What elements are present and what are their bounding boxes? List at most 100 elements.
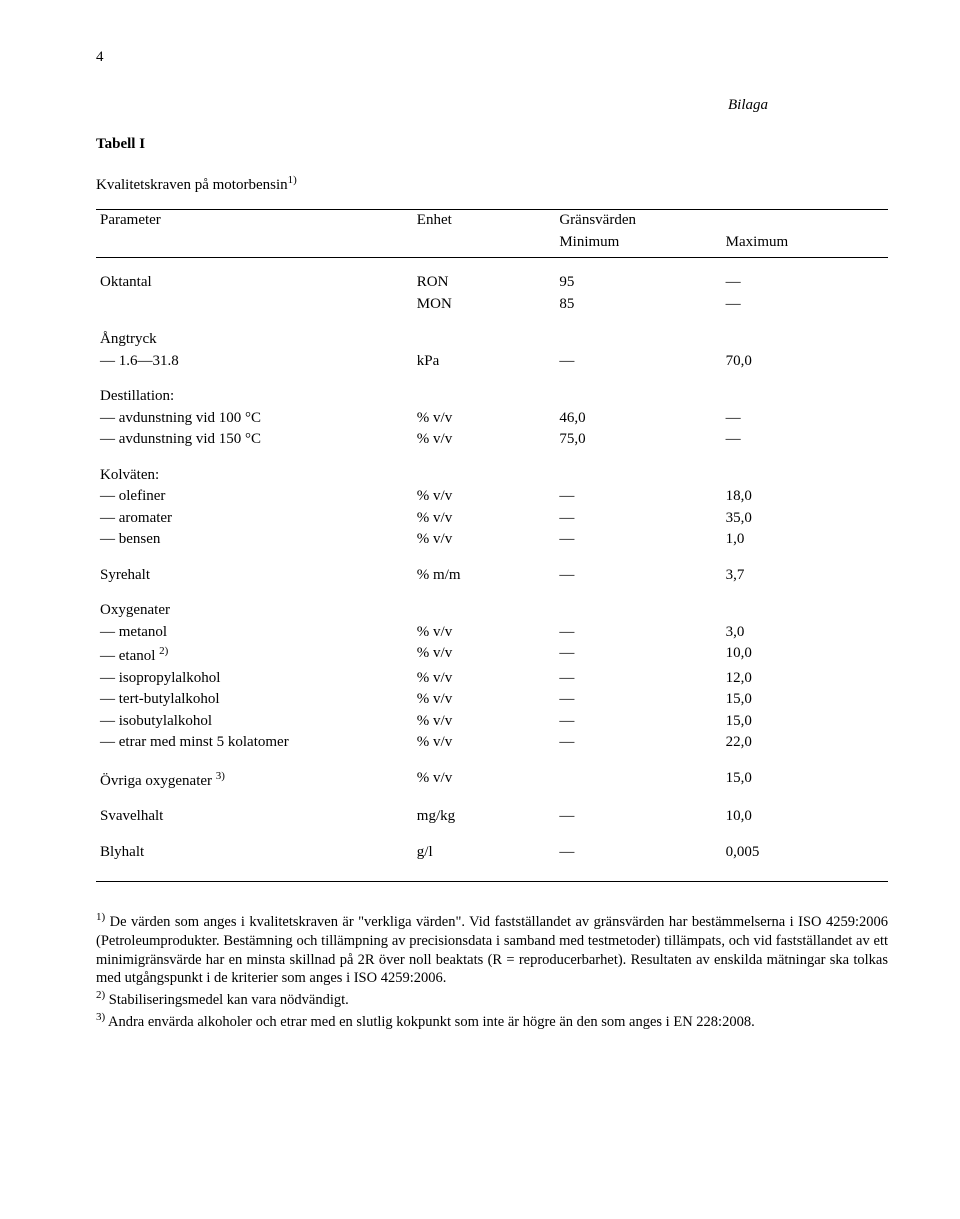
tertbut-max: 15,0 [722,689,888,711]
page-number: 4 [96,48,888,68]
row-angtryck: 1.6—31.8 kPa — 70,0 [96,351,888,373]
ron-min: 95 [555,272,721,294]
row-etrar: etrar med minst 5 kolatomer % v/v — 22,0 [96,732,888,754]
row-isoprop: isopropylalkohol % v/v — 12,0 [96,668,888,690]
footnote-1-text: De värden som anges i kvalitetskraven är… [96,914,888,987]
angtryck-label: Ångtryck [96,329,413,351]
isobut-max: 15,0 [722,711,888,733]
isoprop-label: isopropylalkohol [100,670,220,686]
etanol-label: etanol [119,648,156,664]
bilaga-label: Bilaga [96,96,888,116]
footnote-2-text: Stabiliseringsmedel kan vara nödvändigt. [105,992,349,1008]
header-min: Minimum [555,232,721,254]
ovriga-max: 15,0 [722,768,888,793]
dest150-label: avdunstning vid 150 °C [100,431,261,447]
row-bly: Blyhalt g/l — 0,005 [96,842,888,864]
row-tertbut: tert-butylalkohol % v/v — 15,0 [96,689,888,711]
etanol-min: — [555,643,721,668]
aromater-min: — [555,508,721,530]
oktantal-label: Oktantal [96,272,413,294]
aromater-unit: % v/v [413,508,556,530]
dest100-label: avdunstning vid 100 °C [100,410,261,426]
etrar-min: — [555,732,721,754]
etrar-label: etrar med minst 5 kolatomer [100,734,289,750]
subtitle: Kvalitetskraven på motorbensin1) [96,173,888,196]
footnote-1: 1) De värden som anges i kvalitetskraven… [96,910,888,988]
row-ovriga: Övriga oxygenater 3) % v/v 15,0 [96,768,888,793]
bensen-max: 1,0 [722,529,888,551]
etanol-unit: % v/v [413,643,556,668]
metanol-max: 3,0 [722,622,888,644]
etanol-sup: 2) [159,645,168,657]
angtryck-range: 1.6—31.8 [100,353,179,369]
mon-max: — [722,294,888,316]
quality-table: Parameter Enhet Gränsvärden Minimum Maxi… [96,205,888,882]
row-etanol: — etanol 2) % v/v — 10,0 [96,643,888,668]
row-svavel: Svavelhalt mg/kg — 10,0 [96,806,888,828]
subtitle-sup: 1) [288,174,297,186]
syrehalt-max: 3,7 [722,565,888,587]
bly-unit: g/l [413,842,556,864]
row-olefiner: olefiner % v/v — 18,0 [96,486,888,508]
dest150-unit: % v/v [413,429,556,451]
bly-max: 0,005 [722,842,888,864]
header-row-1: Parameter Enhet Gränsvärden [96,210,888,232]
bensen-label: bensen [100,531,160,547]
row-kolvaten-label: Kolväten: [96,465,888,487]
oxygenater-label: Oxygenater [96,600,413,622]
dest150-max: — [722,429,888,451]
row-dest150: avdunstning vid 150 °C % v/v 75,0 — [96,429,888,451]
footnotes: 1) De värden som anges i kvalitetskraven… [96,910,888,1032]
ron-max: — [722,272,888,294]
header-row-2: Minimum Maximum [96,232,888,254]
destillation-label: Destillation: [96,386,413,408]
row-aromater: aromater % v/v — 35,0 [96,508,888,530]
dest100-unit: % v/v [413,408,556,430]
ovriga-label: Övriga oxygenater [100,773,212,789]
isobut-unit: % v/v [413,711,556,733]
syrehalt-label: Syrehalt [96,565,413,587]
svavel-min: — [555,806,721,828]
olefiner-min: — [555,486,721,508]
footnote-3-sup: 3) [96,1011,105,1023]
svavel-max: 10,0 [722,806,888,828]
etrar-max: 22,0 [722,732,888,754]
row-angtryck-label: Ångtryck [96,329,888,351]
mon-unit: MON [413,294,556,316]
ovriga-unit: % v/v [413,768,556,793]
isoprop-min: — [555,668,721,690]
aromater-max: 35,0 [722,508,888,530]
syrehalt-min: — [555,565,721,587]
metanol-label: metanol [100,624,167,640]
isoprop-unit: % v/v [413,668,556,690]
tertbut-min: — [555,689,721,711]
row-oxygenater-label: Oxygenater [96,600,888,622]
olefiner-label: olefiner [100,488,165,504]
bensen-unit: % v/v [413,529,556,551]
subtitle-text: Kvalitetskraven på motorbensin [96,177,288,193]
ovriga-min [555,768,721,793]
dest150-min: 75,0 [555,429,721,451]
row-isobut: isobutylalkohol % v/v — 15,0 [96,711,888,733]
header-unit: Enhet [413,210,556,232]
etanol-max: 10,0 [722,643,888,668]
olefiner-unit: % v/v [413,486,556,508]
svavel-label: Svavelhalt [96,806,413,828]
ovriga-sup: 3) [216,770,225,782]
mon-min: 85 [555,294,721,316]
footnote-2-sup: 2) [96,989,105,1001]
etanol-dash: — [100,648,119,664]
angtryck-unit: kPa [413,351,556,373]
kolvaten-label: Kolväten: [96,465,413,487]
bly-label: Blyhalt [96,842,413,864]
footnote-3-text: Andra envärda alkoholer och etrar med en… [105,1014,755,1030]
ron-unit: RON [413,272,556,294]
syrehalt-unit: % m/m [413,565,556,587]
isobut-label: isobutylalkohol [100,713,212,729]
angtryck-min: — [555,351,721,373]
header-limits: Gränsvärden [555,210,888,232]
header-max: Maximum [722,232,888,254]
table-label: Tabell I [96,135,888,155]
metanol-min: — [555,622,721,644]
tertbut-unit: % v/v [413,689,556,711]
